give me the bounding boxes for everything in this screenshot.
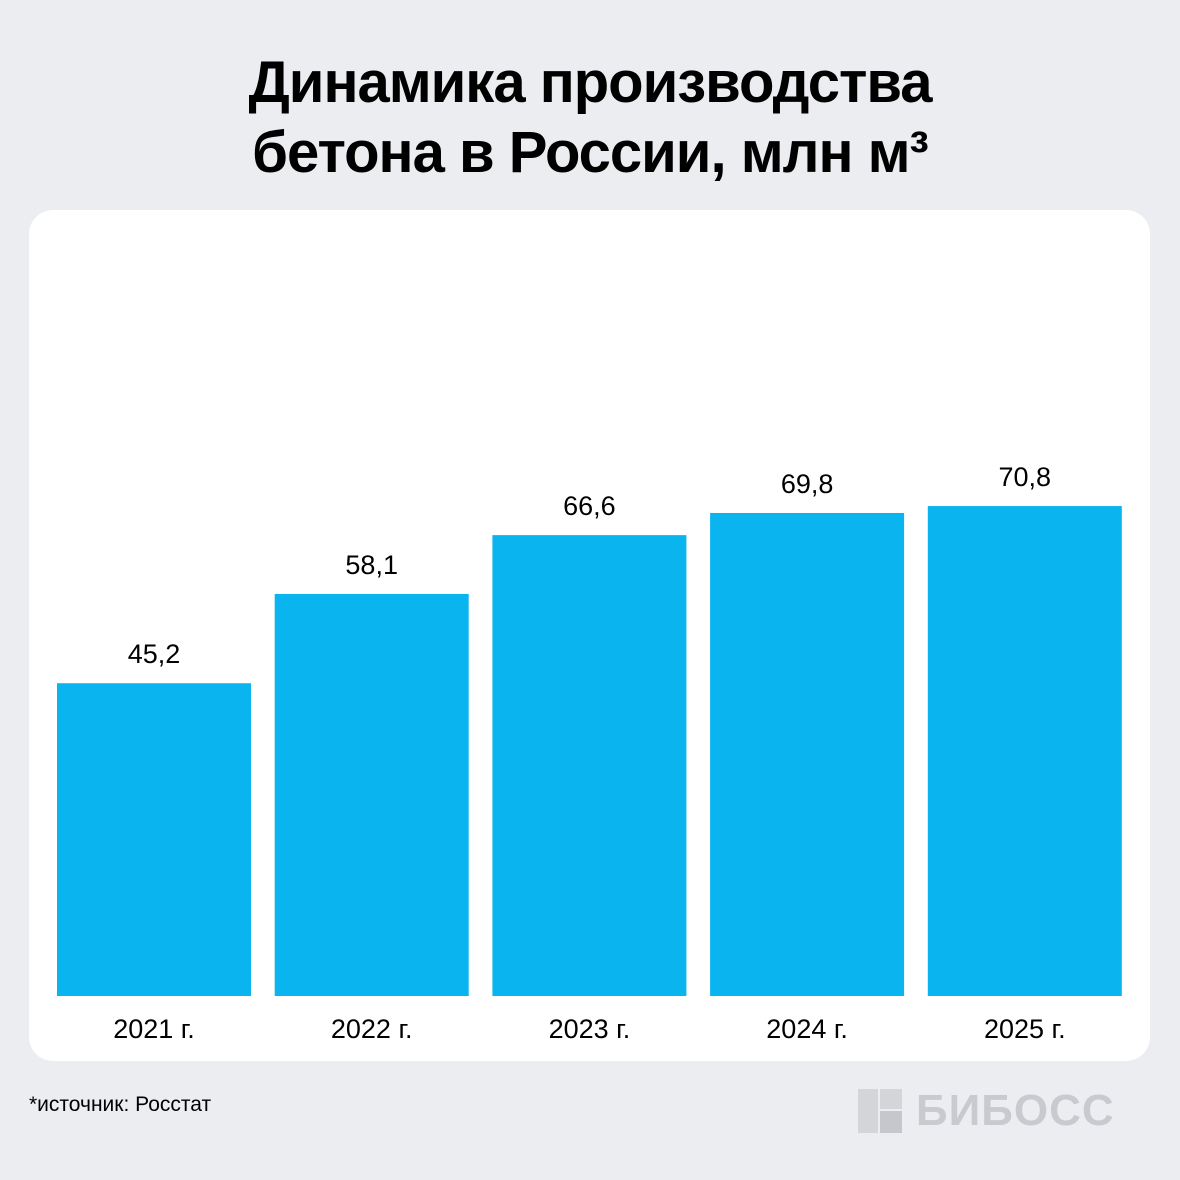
bar-value-label-3: 66,6	[563, 491, 616, 521]
category-label-5: 2025 г.	[984, 1014, 1066, 1044]
bar-value-label-2: 58,1	[345, 550, 398, 580]
category-label-1: 2021 г.	[113, 1014, 195, 1044]
bar-chart: 45,2 2021 г. 58,1 2022 г. 66,6 2023 г. 69,8 202…	[57, 462, 1122, 1044]
bar-1	[57, 683, 251, 996]
bar-value-label-5: 70,8	[999, 462, 1052, 492]
category-label-3: 2023 г.	[549, 1014, 631, 1044]
bar-4	[710, 512, 905, 996]
source-note: *источник: Росстат	[29, 1093, 212, 1116]
bar-value-label-4: 69,8	[781, 469, 834, 499]
category-label-4: 2024 г.	[766, 1014, 848, 1044]
chart-title-line-2: бетона в России, млн м³	[252, 120, 929, 185]
chart-title-line-1: Динамика производства	[248, 50, 932, 115]
chart-title: Динамика производства бетона в России, м…	[0, 48, 1180, 188]
logo-square-icon	[858, 1089, 902, 1133]
chart-card: 45,2 2021 г. 58,1 2022 г. 66,6 2023 г. 69,8 202…	[29, 210, 1150, 1061]
logo-text: БИБОСС	[916, 1086, 1115, 1135]
bar-2	[274, 593, 469, 996]
category-label-2: 2022 г.	[331, 1014, 413, 1044]
brand-logo: БИБОСС	[858, 1086, 1115, 1135]
bar-value-label-1: 45,2	[128, 639, 181, 669]
bar-3	[492, 535, 687, 996]
bar-5	[927, 506, 1122, 996]
